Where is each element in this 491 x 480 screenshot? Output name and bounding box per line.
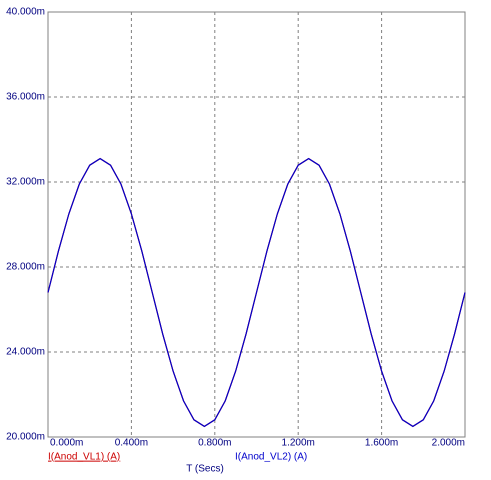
x-tick-label: 0.800m [198,438,231,449]
y-tick-label: 28.000m [6,262,45,273]
y-tick-label: 32.000m [6,177,45,188]
y-tick-label: 36.000m [6,92,45,103]
x-tick-label: 0.400m [115,438,148,449]
x-tick-label: 1.600m [365,438,398,449]
legend-entry: I(Anod_VL1) (A) [48,452,120,463]
x-tick-label: 1.200m [282,438,315,449]
x-tick-label: 2.000m [432,438,465,449]
x-axis-label: T (Secs) [186,464,224,475]
series-line [47,157,466,428]
y-tick-label: 20.000m [6,432,45,443]
legend-entry: I(Anod_VL2) (A) [235,452,307,463]
y-tick-label: 40.000m [6,7,45,18]
plot-frame [47,11,466,438]
y-tick-label: 24.000m [6,347,45,358]
x-tick-label: 0.000m [50,438,83,449]
